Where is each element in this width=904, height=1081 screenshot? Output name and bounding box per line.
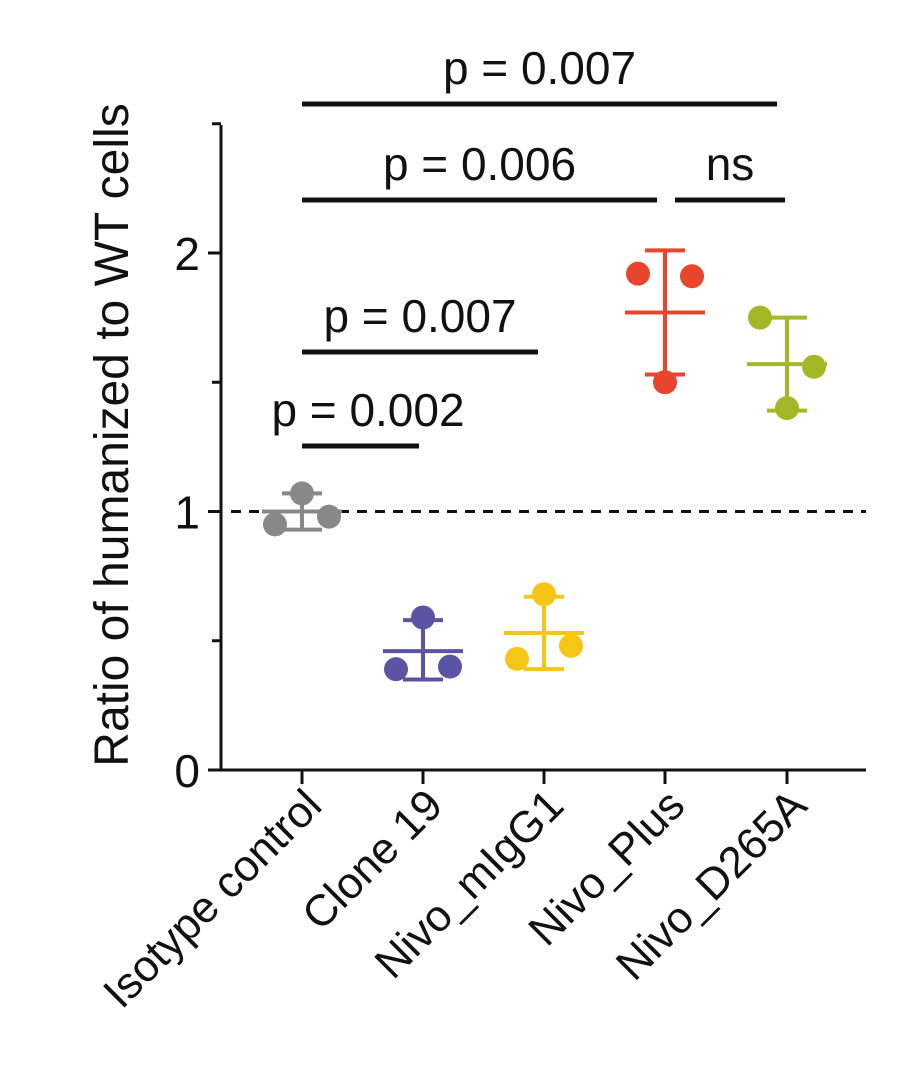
data-point (775, 396, 799, 421)
data-point (626, 261, 650, 286)
data-group (625, 248, 705, 395)
data-point (653, 370, 677, 395)
bracket-label: p = 0.006 (383, 138, 576, 190)
data-point (290, 481, 314, 506)
y-axis-label: Ratio of humanized to WT cells (86, 103, 139, 766)
data-group (504, 582, 584, 672)
y-tick-label: 2 (174, 228, 200, 280)
y-tick-label: 0 (174, 745, 200, 797)
data-point (680, 264, 704, 289)
bracket-label: ns (706, 138, 755, 190)
axes: Ratio of humanized to WT cells (86, 103, 866, 772)
data-group (747, 305, 827, 421)
data-point (802, 354, 826, 379)
x-tick-label: Isotype control (94, 780, 331, 1017)
data-point (559, 633, 583, 658)
data-point (263, 512, 287, 537)
y-tick-label: 1 (174, 487, 200, 539)
data-point (505, 646, 529, 671)
bracket-label: p = 0.002 (271, 384, 464, 436)
data-group (262, 481, 342, 537)
bracket-label: p = 0.007 (443, 42, 636, 94)
data-point (411, 605, 435, 630)
y-ticks: 0 1 2 (174, 122, 221, 797)
data-group (383, 605, 463, 682)
data-point (748, 305, 772, 330)
significance-brackets: p = 0.007 p = 0.006 ns p = 0.007 p = 0.002 (271, 42, 785, 449)
bracket-label: p = 0.007 (323, 290, 516, 342)
data-point (438, 654, 462, 679)
data-point (317, 504, 341, 529)
data-point (532, 582, 556, 607)
data-point (384, 657, 408, 682)
data-groups (262, 248, 827, 682)
